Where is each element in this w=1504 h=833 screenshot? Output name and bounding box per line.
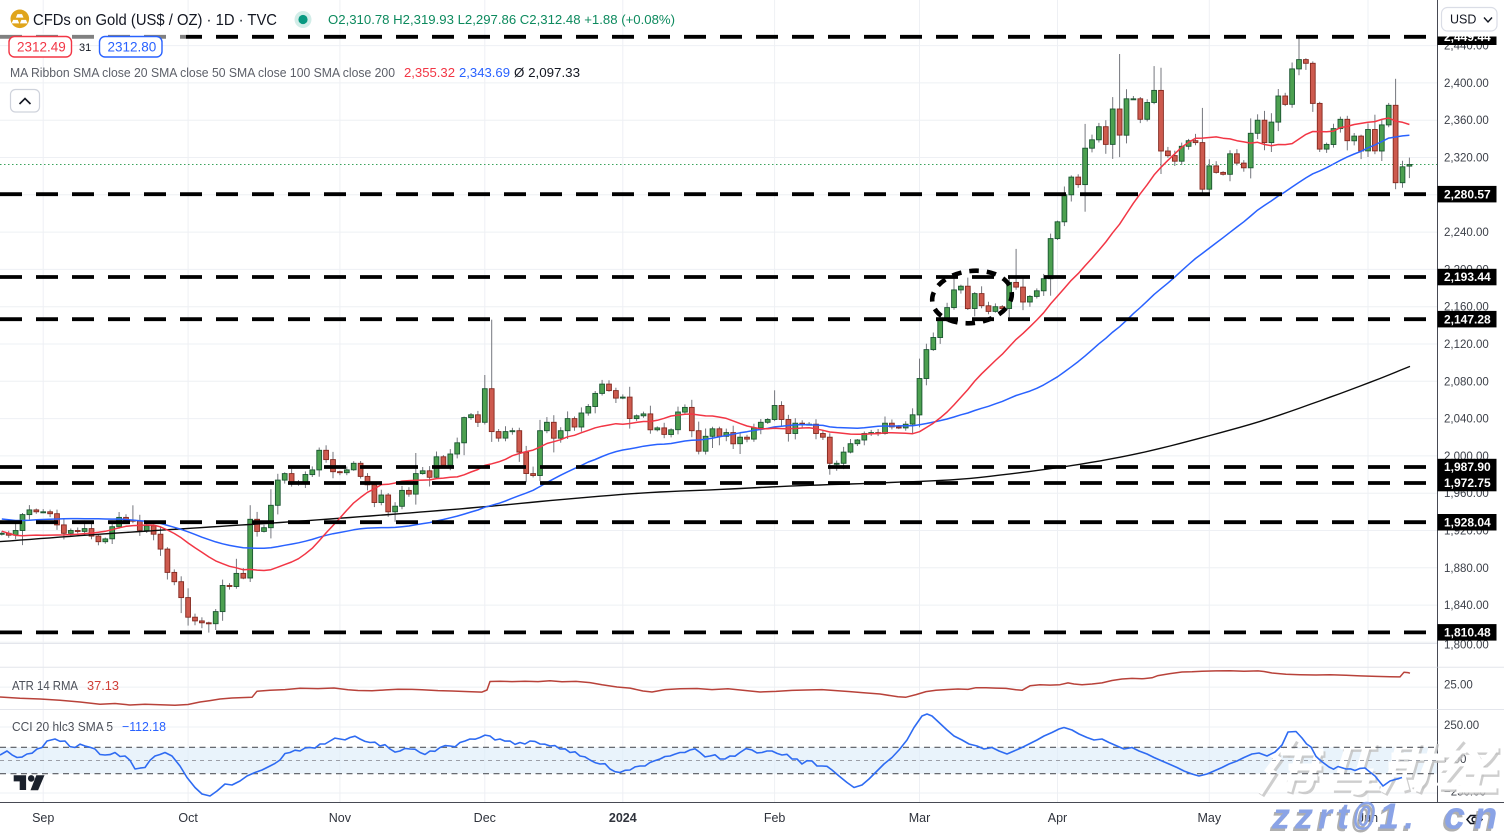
svg-text:1,800.00: 1,800.00 xyxy=(1444,640,1489,652)
svg-text:1,987.90: 1,987.90 xyxy=(1444,460,1491,474)
svg-text:2,400.00: 2,400.00 xyxy=(1444,78,1489,90)
svg-text:zzrt01.: zzrt01. xyxy=(1269,798,1417,833)
svg-text:O2,310.78 H2,319.93 L2,297.86: O2,310.78 H2,319.93 L2,297.86 C2,312.48 … xyxy=(328,12,675,27)
svg-text:25.00: 25.00 xyxy=(1444,680,1473,692)
svg-text:Dec: Dec xyxy=(474,811,496,825)
svg-text:31: 31 xyxy=(79,42,91,54)
svg-text:Nov: Nov xyxy=(329,811,352,825)
svg-text:2,360.00: 2,360.00 xyxy=(1444,115,1489,127)
svg-text:2,240.00: 2,240.00 xyxy=(1444,227,1489,239)
svg-text:−112.18: −112.18 xyxy=(122,719,166,734)
svg-text:2,449.44: 2,449.44 xyxy=(1444,30,1491,44)
svg-text:1,840.00: 1,840.00 xyxy=(1444,600,1489,612)
svg-text:May: May xyxy=(1197,811,1221,825)
svg-text:Ø 2,097.33: Ø 2,097.33 xyxy=(514,65,580,80)
svg-text:cn: cn xyxy=(1442,798,1504,833)
svg-text:Sep: Sep xyxy=(32,811,54,825)
svg-text:Feb: Feb xyxy=(764,811,786,825)
svg-text:Apr: Apr xyxy=(1048,811,1067,825)
svg-text:Mar: Mar xyxy=(909,811,931,825)
svg-text:USD: USD xyxy=(1450,13,1476,27)
svg-text:zzrt01.: zzrt01. xyxy=(1271,796,1419,833)
svg-text:2,120.00: 2,120.00 xyxy=(1444,339,1489,351)
svg-text:Oct: Oct xyxy=(178,811,198,825)
svg-text:2,147.28: 2,147.28 xyxy=(1444,312,1491,326)
svg-text:2,355.32: 2,355.32 xyxy=(404,65,455,80)
svg-text:37.13: 37.13 xyxy=(87,678,119,693)
svg-text:2,040.00: 2,040.00 xyxy=(1444,414,1489,426)
svg-text:MA Ribbon SMA close 20 SMA clo: MA Ribbon SMA close 20 SMA close 50 SMA … xyxy=(10,65,395,80)
svg-text:2,193.44: 2,193.44 xyxy=(1444,270,1491,284)
svg-text:2,160.00: 2,160.00 xyxy=(1444,302,1489,314)
svg-text:2,280.57: 2,280.57 xyxy=(1444,187,1491,201)
svg-text:2,343.69: 2,343.69 xyxy=(459,65,510,80)
svg-text:CCI 20 hlc3 SMA 5: CCI 20 hlc3 SMA 5 xyxy=(12,719,113,734)
svg-text:CFDs on Gold (US$ / OZ) · 1D ·: CFDs on Gold (US$ / OZ) · 1D · TVC xyxy=(33,12,277,29)
svg-text:2,080.00: 2,080.00 xyxy=(1444,376,1489,388)
svg-text:cn: cn xyxy=(1444,796,1504,833)
svg-text:2312.80: 2312.80 xyxy=(108,40,157,55)
svg-text:ATR 14 RMA: ATR 14 RMA xyxy=(12,678,78,693)
svg-text:1,880.00: 1,880.00 xyxy=(1444,563,1489,575)
svg-text:2024: 2024 xyxy=(609,811,637,825)
svg-text:2312.49: 2312.49 xyxy=(17,40,66,55)
svg-text:1,972.75: 1,972.75 xyxy=(1444,476,1491,490)
svg-text:2,320.00: 2,320.00 xyxy=(1444,153,1489,165)
svg-text:Jun: Jun xyxy=(1358,811,1378,825)
svg-text:1,928.04: 1,928.04 xyxy=(1444,515,1491,529)
svg-text:1,810.48: 1,810.48 xyxy=(1444,626,1491,640)
svg-text:250.00: 250.00 xyxy=(1444,720,1479,732)
